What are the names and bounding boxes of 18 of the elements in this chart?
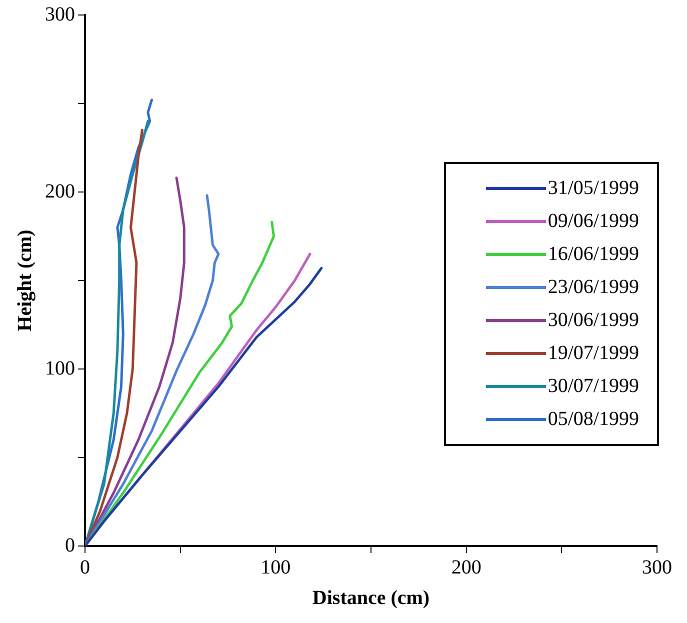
legend-label: 05/08/1999 [548, 408, 639, 431]
y-tick-label: 300 [45, 3, 75, 26]
legend-label: 23/06/1999 [548, 276, 639, 299]
y-tick-label: 0 [65, 534, 75, 556]
x-tick-label: 100 [260, 556, 291, 578]
x-axis-title: Distance (cm) [312, 587, 430, 610]
legend-label: 31/05/1999 [548, 177, 639, 200]
x-tick-label: 0 [80, 556, 90, 578]
y-tick-label: 100 [45, 357, 75, 380]
x-tick-label: 300 [642, 556, 672, 578]
legend-label: 16/06/1999 [548, 243, 639, 266]
legend-label: 19/07/1999 [548, 342, 639, 365]
x-tick-label: 200 [451, 556, 482, 578]
legend-label: 30/06/1999 [548, 309, 639, 332]
legend-label: 09/06/1999 [548, 210, 639, 233]
legend-label: 30/07/1999 [548, 375, 639, 398]
y-axis-title: Height (cm) [14, 230, 36, 332]
y-tick-label: 200 [45, 180, 75, 202]
